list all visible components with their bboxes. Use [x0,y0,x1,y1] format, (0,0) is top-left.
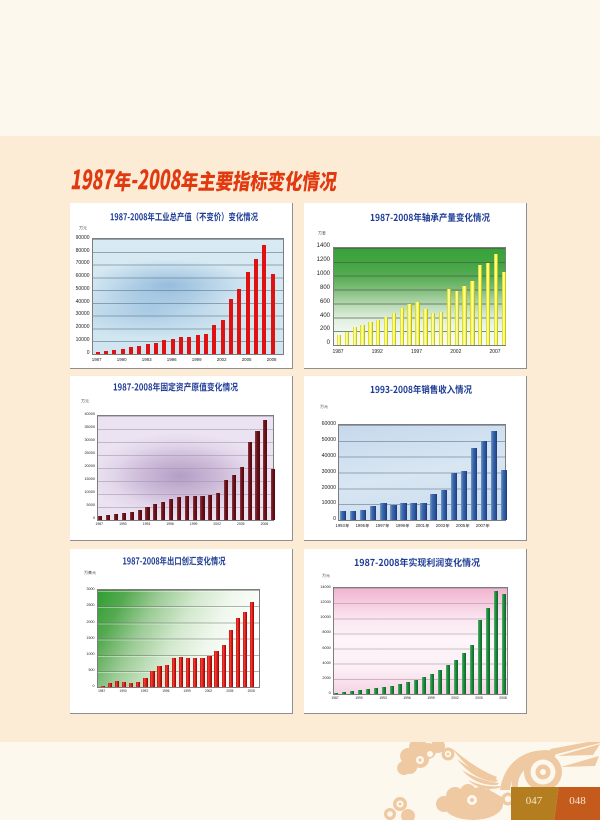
svg-text:047: 047 [526,795,543,807]
svg-text:048: 048 [569,795,586,807]
